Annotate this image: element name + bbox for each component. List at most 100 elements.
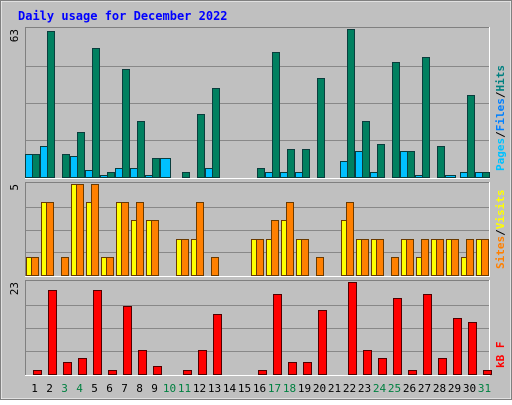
x-tick-label: 21 bbox=[328, 382, 341, 395]
bar-sites-day-4 bbox=[76, 184, 84, 276]
legend-entry: Hits bbox=[494, 65, 507, 92]
bar-hits-day-25 bbox=[392, 62, 400, 178]
bar-hits-day-18 bbox=[287, 149, 295, 178]
bar-hits-day-8 bbox=[137, 121, 145, 178]
panel-kbytes-ymax-label: 23 bbox=[8, 282, 21, 295]
panel-visits-legend: Sites/Visits bbox=[494, 190, 507, 270]
bar-hits-day-19 bbox=[302, 149, 310, 178]
bar-kb-f-day-13 bbox=[213, 314, 222, 375]
panel-hits-legend: Pages/Files/Hits bbox=[494, 65, 507, 171]
x-tick-label: 10 bbox=[163, 382, 176, 395]
bar-hits-day-22 bbox=[347, 29, 355, 178]
bar-kb-f-day-23 bbox=[363, 350, 372, 375]
x-tick-label: 2 bbox=[46, 382, 53, 395]
x-tick-label: 11 bbox=[178, 382, 191, 395]
bar-sites-day-2 bbox=[46, 202, 54, 276]
bar-sites-day-28 bbox=[436, 239, 444, 276]
bar-sites-day-1 bbox=[31, 257, 39, 276]
bar-kb-f-day-24 bbox=[378, 358, 387, 375]
bar-hits-day-5 bbox=[92, 48, 100, 178]
bar-sites-day-3 bbox=[61, 257, 69, 276]
bar-sites-day-19 bbox=[301, 239, 309, 276]
panel-kbytes: 23 kB F bbox=[8, 280, 507, 376]
bar-hits-day-23 bbox=[362, 121, 370, 178]
bar-kb-f-day-30 bbox=[468, 322, 477, 375]
bar-kb-f-day-22 bbox=[348, 282, 357, 375]
bar-sites-day-26 bbox=[406, 239, 414, 276]
legend-entry: / bbox=[494, 229, 507, 236]
x-tick-label: 13 bbox=[208, 382, 221, 395]
bar-hits-day-4 bbox=[77, 132, 85, 178]
bar-sites-day-16 bbox=[256, 239, 264, 276]
x-tick-label: 7 bbox=[121, 382, 128, 395]
bar-hits-day-31 bbox=[482, 172, 490, 178]
x-tick-label: 29 bbox=[448, 382, 461, 395]
bar-hits-day-30 bbox=[467, 95, 475, 178]
x-tick-label: 17 bbox=[268, 382, 281, 395]
bar-kb-f-day-25 bbox=[393, 298, 402, 375]
x-tick-label: 16 bbox=[253, 382, 266, 395]
bar-sites-day-27 bbox=[421, 239, 429, 276]
bar-kb-f-day-29 bbox=[453, 318, 462, 375]
x-tick-label: 4 bbox=[76, 382, 83, 395]
bar-sites-day-5 bbox=[91, 184, 99, 276]
bar-sites-day-30 bbox=[466, 239, 474, 276]
panel-hits-ymax-label: 63 bbox=[8, 29, 21, 42]
bar-sites-day-20 bbox=[316, 257, 324, 276]
x-tick-label: 6 bbox=[106, 382, 113, 395]
legend-entry: kB F bbox=[494, 342, 507, 369]
series-kb-f bbox=[33, 282, 492, 375]
bar-sites-day-23 bbox=[361, 239, 369, 276]
x-tick-label: 26 bbox=[403, 382, 416, 395]
legend-entry: Pages bbox=[494, 138, 507, 171]
panel-visits-ymax-label: 5 bbox=[8, 184, 21, 191]
x-tick-label: 31 bbox=[478, 382, 491, 395]
series-sites bbox=[31, 184, 489, 276]
bar-kb-f-day-7 bbox=[123, 306, 132, 375]
x-tick-label: 18 bbox=[283, 382, 296, 395]
bar-kb-f-day-27 bbox=[423, 294, 432, 375]
bar-sites-day-18 bbox=[286, 202, 294, 276]
bar-hits-day-9 bbox=[152, 158, 160, 178]
bar-kb-f-day-17 bbox=[273, 294, 282, 375]
x-tick-label: 3 bbox=[61, 382, 68, 395]
bar-hits-day-1 bbox=[32, 154, 40, 178]
x-tick-label: 23 bbox=[358, 382, 371, 395]
x-tick-label: 27 bbox=[418, 382, 431, 395]
legend-entry: Sites bbox=[494, 236, 507, 269]
legend-entry: Files bbox=[494, 98, 507, 131]
bar-kb-f-day-2 bbox=[48, 290, 57, 375]
bar-kb-f-day-31 bbox=[483, 370, 492, 375]
bar-kb-f-day-12 bbox=[198, 350, 207, 375]
x-tick-label: 24 bbox=[373, 382, 387, 395]
bar-hits-day-17 bbox=[272, 52, 280, 178]
bar-sites-day-25 bbox=[391, 257, 399, 276]
legend-entry: / bbox=[494, 131, 507, 138]
bar-sites-day-13 bbox=[211, 257, 219, 276]
bar-kb-f-day-1 bbox=[33, 370, 42, 375]
legend-entry: Visits bbox=[494, 190, 507, 230]
bar-kb-f-day-5 bbox=[93, 290, 102, 375]
series-hits bbox=[32, 29, 490, 178]
bar-hits-day-27 bbox=[422, 57, 430, 178]
x-tick-label: 1 bbox=[31, 382, 38, 395]
bar-hits-day-26 bbox=[407, 151, 415, 178]
x-tick-label: 15 bbox=[238, 382, 251, 395]
bar-kb-f-day-8 bbox=[138, 350, 147, 375]
panel-kbytes-legend: kB F bbox=[494, 342, 507, 369]
bar-hits-day-7 bbox=[122, 69, 130, 178]
bar-sites-day-17 bbox=[271, 220, 279, 276]
bar-kb-f-day-3 bbox=[63, 362, 72, 375]
bar-kb-f-day-19 bbox=[303, 362, 312, 375]
bar-hits-day-20 bbox=[317, 78, 325, 178]
bar-sites-day-29 bbox=[451, 239, 459, 276]
bar-sites-day-12 bbox=[196, 202, 204, 276]
x-tick-label: 22 bbox=[343, 382, 356, 395]
bar-hits-day-28 bbox=[437, 146, 445, 178]
bar-hits-day-6 bbox=[107, 172, 115, 178]
bar-hits-day-13 bbox=[212, 88, 220, 178]
bar-kb-f-day-9 bbox=[153, 366, 162, 375]
x-tick-label: 5 bbox=[91, 382, 98, 395]
